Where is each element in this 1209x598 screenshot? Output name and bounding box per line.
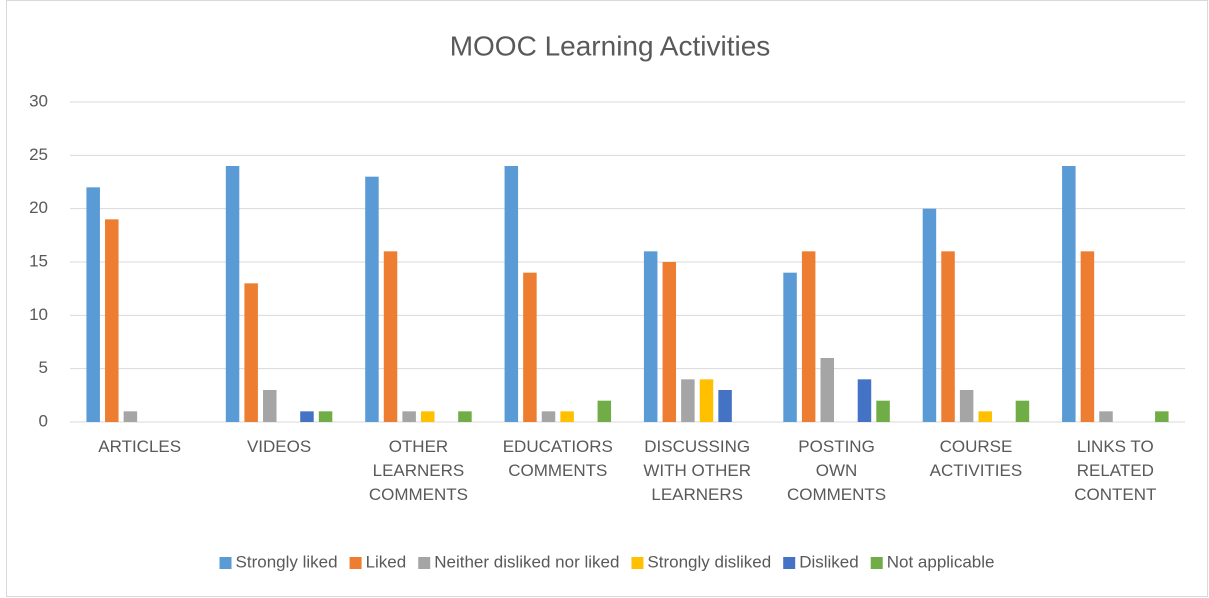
x-tick-label-line: ARTICLES: [98, 437, 181, 456]
bar: [263, 390, 277, 422]
bar: [523, 272, 537, 422]
x-tick-label-line: LEARNERS: [651, 485, 743, 504]
bar: [699, 379, 714, 422]
legend-swatch: [870, 557, 883, 569]
bar: [643, 251, 658, 422]
bar: [300, 411, 314, 422]
bar: [458, 411, 472, 422]
bar: [504, 166, 519, 422]
bar: [978, 411, 992, 422]
x-tick-label: POSTING OWN COMMENTS: [787, 437, 886, 504]
x-tick-label-line: VIDEOS: [247, 437, 311, 456]
bar: [383, 251, 398, 422]
bar: [941, 251, 955, 422]
legend-swatch: [349, 557, 362, 569]
x-tick-label: LINKS TO RELATED CONTENT: [1074, 437, 1156, 504]
x-tick-label-line: WITH OTHER: [643, 461, 751, 480]
x-tick-label-line: POSTING: [798, 437, 875, 456]
legend-label: Strongly disliked: [647, 552, 771, 571]
x-tick-label-line: RELATED: [1077, 461, 1154, 480]
bar: [402, 411, 416, 422]
y-tick-label: 20: [29, 198, 48, 217]
bar: [662, 262, 677, 422]
bar: [681, 379, 695, 422]
legend-swatch: [631, 557, 644, 569]
x-tick-label-line: LEARNERS: [373, 461, 465, 480]
x-tick-label-line: OWN: [816, 461, 858, 480]
bar: [718, 390, 732, 422]
bar: [801, 251, 816, 422]
bar: [123, 411, 138, 422]
x-tick-label: DISCUSSING WITH OTHER LEARNERS: [643, 437, 751, 504]
x-tick-label-line: ACTIVITIES: [930, 461, 1023, 480]
legend-label: Liked: [366, 552, 407, 571]
bar: [1015, 400, 1030, 422]
bar: [244, 283, 258, 422]
legend-swatch: [783, 557, 796, 569]
chart-title: MOOC Learning Activities: [450, 30, 771, 61]
bar: [1099, 411, 1113, 422]
x-tick-label: COURSE ACTIVITIES: [930, 437, 1023, 480]
bar: [420, 411, 435, 422]
bar: [959, 390, 974, 422]
x-tick-label: EDUCATIORS COMMENTS: [503, 437, 613, 480]
bar: [876, 400, 890, 422]
legend-label: Neither disliked nor liked: [434, 552, 619, 571]
y-tick-label: 30: [29, 91, 48, 110]
legend: Strongly liked Liked Neither disliked nor …: [219, 552, 995, 571]
x-tick-label-line: EDUCATIORS: [503, 437, 613, 456]
x-tick-label-line: CONTENT: [1074, 485, 1156, 504]
bar: [857, 379, 872, 422]
bar: [922, 208, 937, 422]
x-tick-label-line: DISCUSSING: [644, 437, 750, 456]
legend-label: Disliked: [799, 552, 859, 571]
x-tick-label-line: COMMENTS: [369, 485, 468, 504]
y-tick-label: 0: [39, 411, 48, 430]
bar: [820, 358, 835, 422]
bar: [318, 411, 333, 422]
bar: [225, 166, 240, 422]
legend-swatch: [219, 557, 232, 569]
bar: [1080, 251, 1095, 422]
y-tick-label: 5: [39, 358, 48, 377]
y-tick-label: 15: [29, 251, 48, 270]
x-tick-label-line: OTHER: [389, 437, 449, 456]
x-tick-label-line: COMMENTS: [787, 485, 886, 504]
bar: [541, 411, 556, 422]
bar: [560, 411, 574, 422]
legend-label: Strongly liked: [236, 552, 338, 571]
bar: [86, 187, 100, 422]
y-tick-label: 10: [29, 305, 48, 324]
legend-label: Not applicable: [887, 552, 995, 571]
bar: [1062, 166, 1076, 422]
bar: [365, 176, 379, 422]
bar: [1155, 411, 1169, 422]
legend-swatch: [418, 557, 431, 569]
bar: [783, 272, 797, 422]
chart-border: [6, 0, 1208, 597]
x-tick-label-line: LINKS TO: [1077, 437, 1154, 456]
y-tick-label: 25: [29, 145, 48, 164]
x-tick-label-line: COMMENTS: [508, 461, 607, 480]
bar: [597, 400, 612, 422]
x-tick-label: OTHER LEARNERS COMMENTS: [369, 437, 468, 504]
x-tick-label: VIDEOS: [247, 437, 311, 456]
bar: [105, 219, 119, 422]
x-tick-label: ARTICLES: [98, 437, 181, 456]
x-tick-label-line: COURSE: [940, 437, 1013, 456]
